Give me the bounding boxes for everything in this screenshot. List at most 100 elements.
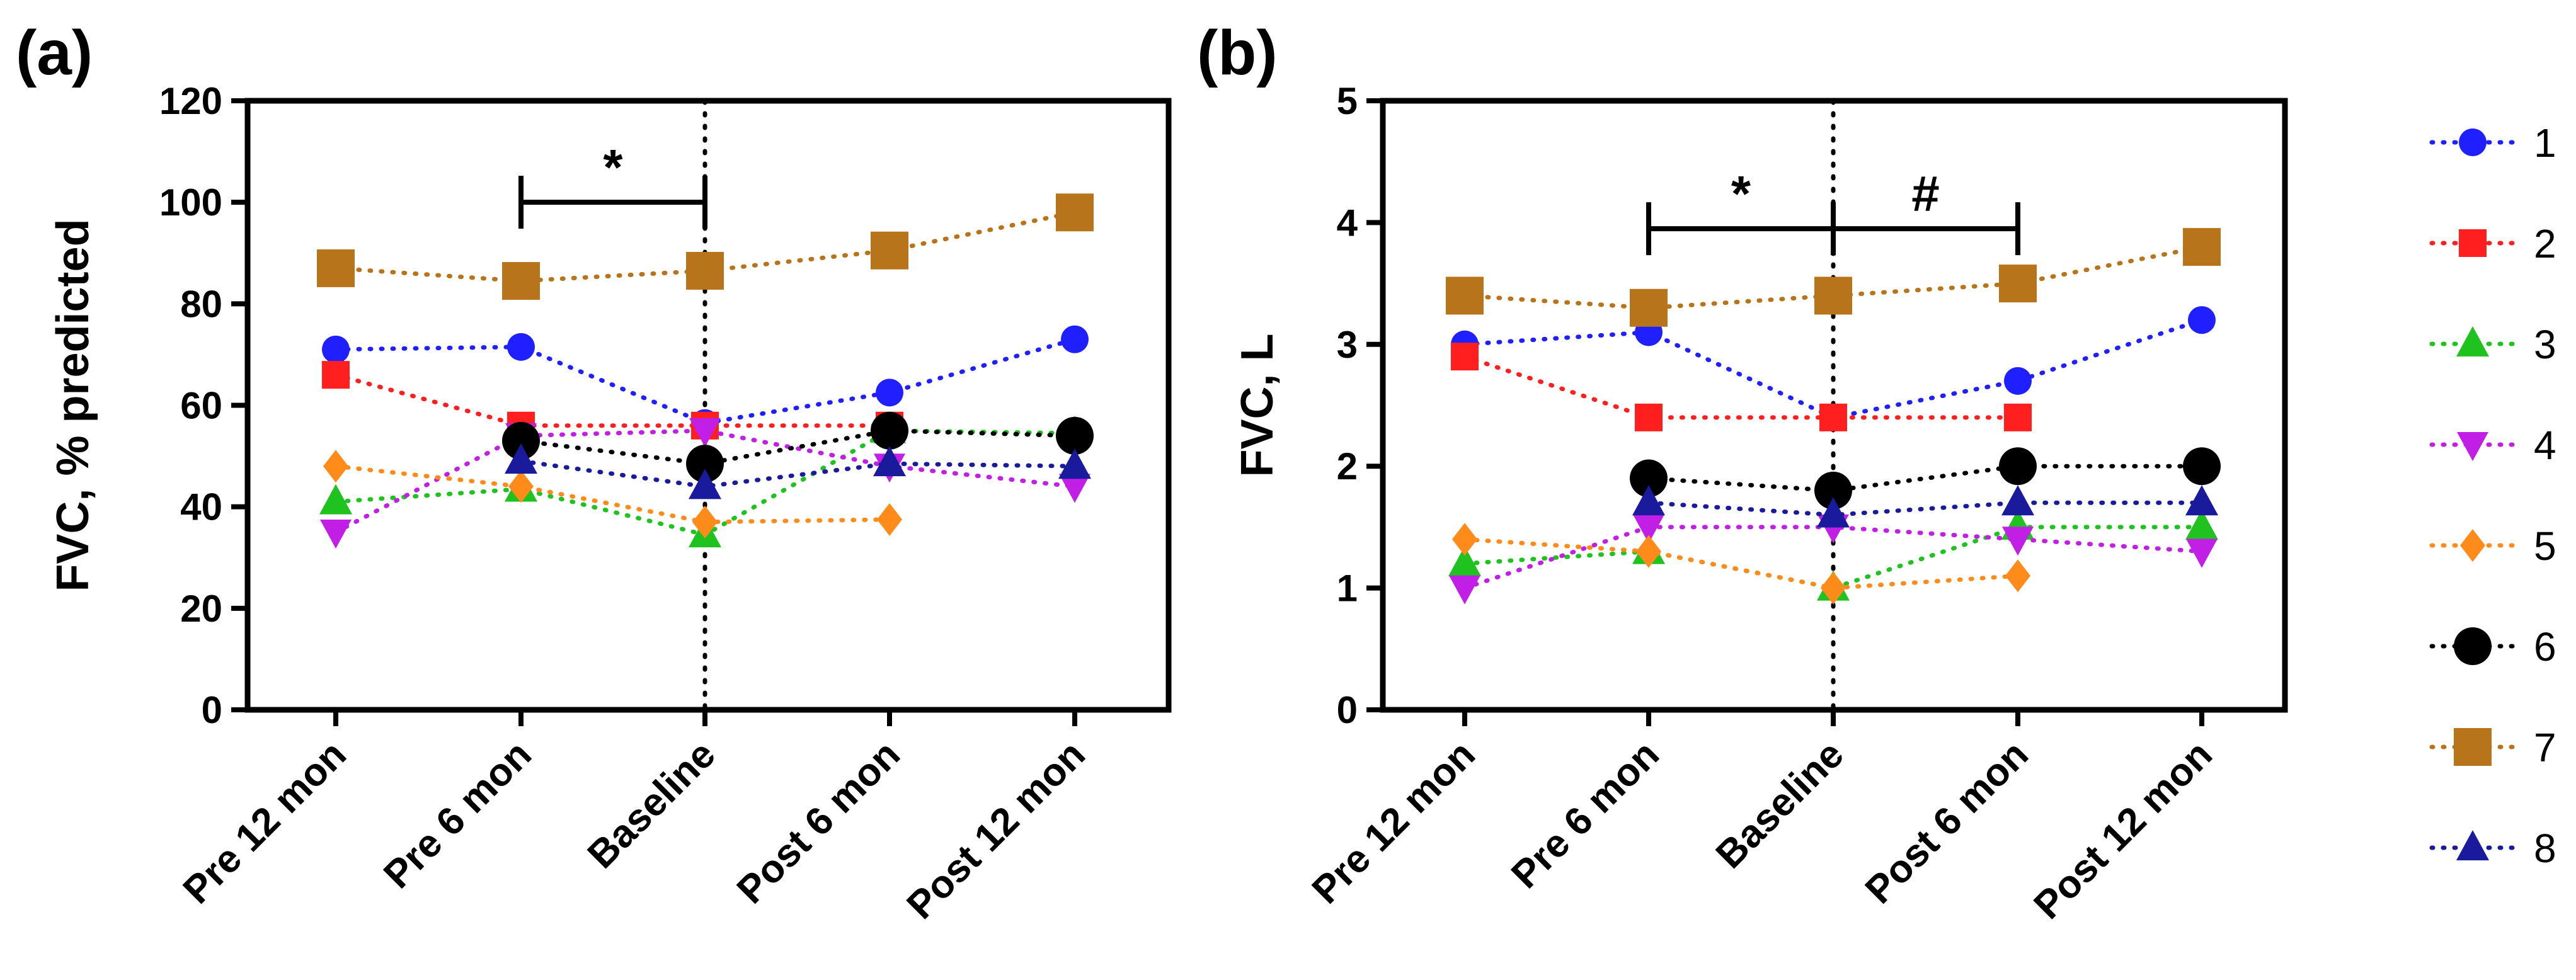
x-tick-label: Post 6 mon [1857, 732, 2037, 912]
data-point-2 [1635, 403, 1663, 431]
data-point-6 [1630, 459, 1668, 498]
data-point-5 [1636, 535, 1661, 568]
data-point-4 [1059, 474, 1091, 503]
data-point-7 [1446, 276, 1484, 315]
legend-item: 8 [2429, 826, 2556, 871]
panel-a: (a) 0 20 40 60 80 100 120 FVC, % predicted Pre 12… [16, 18, 1172, 928]
legend-item: 7 [2429, 725, 2556, 770]
x-tick-label: Pre 6 mon [1503, 732, 1668, 897]
data-point-7 [1630, 288, 1668, 327]
series-2 [322, 361, 903, 440]
series-line-5 [333, 464, 892, 525]
series-2 [1451, 343, 2032, 431]
legend-label: 3 [2534, 322, 2556, 367]
data-point-2 [2004, 403, 2032, 431]
legend-item: 1 [2429, 120, 2556, 166]
data-point-5 [508, 470, 534, 503]
y-tick-label: 120 [159, 80, 222, 122]
series-line-8 [1646, 500, 2204, 518]
y-tick-label: 2 [1337, 445, 1358, 487]
data-point-6 [1056, 416, 1094, 455]
data-point-1 [507, 333, 535, 361]
series-6 [1630, 447, 2221, 510]
legend-label: 4 [2534, 423, 2556, 468]
y-tick-label: 3 [1337, 324, 1358, 366]
data-point-2 [1819, 403, 1847, 431]
data-point-1 [322, 335, 350, 363]
x-tick-label: Post 6 mon [729, 732, 908, 912]
legend-marker [2457, 432, 2488, 461]
series-6 [502, 411, 1094, 483]
legend-item: 4 [2429, 423, 2556, 468]
x-tick-label: Post 12 mon [2025, 732, 2220, 927]
y-tick-label: 4 [1337, 202, 1358, 244]
data-point-7 [1056, 193, 1094, 232]
x-tick-label: Pre 12 mon [1304, 732, 1484, 912]
data-point-8 [1817, 497, 1850, 528]
legend-label: 2 [2534, 221, 2556, 266]
data-point-6 [686, 445, 724, 483]
legend-label: 8 [2534, 826, 2556, 871]
legend-item: 5 [2429, 523, 2556, 569]
data-point-6 [871, 411, 908, 450]
data-point-6 [1814, 471, 1852, 510]
legend-label: 1 [2534, 120, 2556, 166]
data-point-2 [322, 361, 350, 389]
data-point-8 [505, 443, 537, 474]
y-tick-label: 0 [1337, 689, 1358, 731]
data-point-4 [320, 519, 352, 549]
series-line-7 [333, 210, 1077, 283]
legend-item: 2 [2429, 221, 2556, 266]
data-point-4 [689, 418, 721, 447]
data-point-5 [323, 450, 348, 483]
x-tick-label: Baseline [580, 732, 724, 877]
y-tick-label: 0 [202, 689, 222, 731]
y-tick-label: 1 [1337, 567, 1358, 610]
series-5 [323, 450, 902, 538]
data-point-4 [1633, 514, 1664, 544]
series-7 [1446, 228, 2221, 327]
data-point-1 [876, 379, 903, 407]
series-line-5 [1462, 537, 2020, 591]
x-tick-label: Baseline [1708, 732, 1852, 877]
series-line-4 [1462, 525, 2204, 591]
data-point-5 [1821, 571, 1846, 605]
data-point-7 [317, 249, 355, 287]
data-point-1 [1061, 325, 1089, 353]
data-point-8 [2185, 485, 2218, 516]
data-point-7 [2183, 228, 2221, 266]
legend-item: 3 [2429, 322, 2556, 367]
series-5 [1452, 523, 2030, 605]
x-tick-label: Pre 12 mon [175, 732, 355, 912]
series-line-6 [1646, 464, 2204, 493]
legend-marker [2456, 326, 2489, 356]
y-tick-label: 20 [180, 588, 222, 630]
y-tick-label: 60 [180, 385, 222, 427]
data-point-8 [2001, 485, 2034, 516]
significance-label: * [603, 139, 623, 195]
series-line-2 [333, 372, 892, 428]
significance-label: # [1911, 166, 1940, 222]
legend-label: 5 [2534, 523, 2556, 569]
data-point-4 [2186, 538, 2218, 568]
data-point-6 [502, 421, 540, 460]
legend-marker [2454, 627, 2492, 665]
data-point-3 [1448, 545, 1481, 576]
data-point-6 [1999, 447, 2037, 486]
data-point-8 [1632, 485, 1665, 516]
series-line-6 [518, 428, 1077, 466]
data-point-7 [1999, 265, 2037, 303]
x-tick-label: Post 12 mon [898, 732, 1093, 927]
data-point-5 [692, 505, 718, 538]
y-tick-label: 40 [180, 486, 222, 528]
data-point-7 [502, 262, 540, 300]
data-point-7 [686, 251, 724, 290]
legend-label: 7 [2534, 725, 2556, 770]
panel-b: (b) 0 1 2 3 4 5 FVC, L Pre 12 mon Pre 6 mon Baseli… [1197, 18, 2288, 928]
y-axis-title: FVC, L [1232, 334, 1283, 477]
series-line-2 [1462, 354, 2020, 420]
data-point-4 [2002, 527, 2034, 556]
data-point-1 [2188, 306, 2216, 334]
series-7 [317, 193, 1094, 300]
